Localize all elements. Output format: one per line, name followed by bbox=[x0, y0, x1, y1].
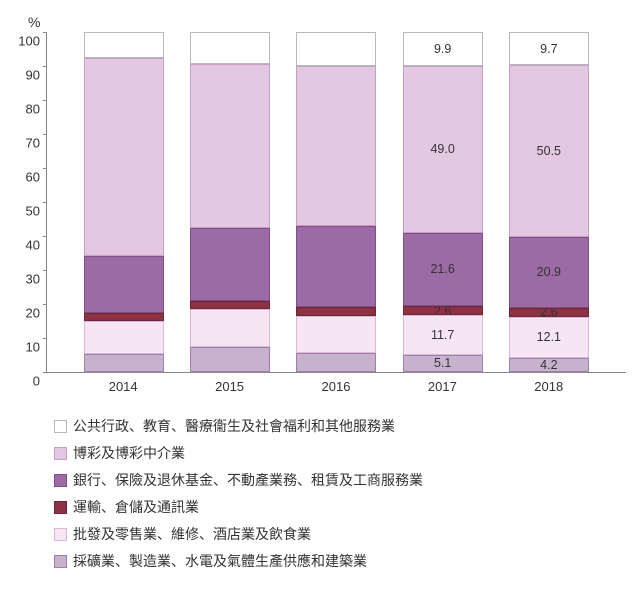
bar-segment: 2.6 bbox=[403, 306, 483, 315]
bar: 4.212.12.620.950.59.7 bbox=[509, 32, 589, 372]
legend-item: 博彩及博彩中介業 bbox=[54, 443, 626, 463]
bar-segment: 11.7 bbox=[403, 315, 483, 355]
bar: 5.111.72.621.649.09.9 bbox=[403, 32, 483, 372]
legend-item: 銀行、保險及退休基金、不動產業務、租賃及工商服務業 bbox=[54, 470, 626, 490]
bar-segment bbox=[296, 32, 376, 66]
bar-segment bbox=[84, 58, 164, 257]
x-tick-label: 2016 bbox=[296, 373, 376, 394]
legend-item: 運輸、倉儲及通訊業 bbox=[54, 497, 626, 517]
bar-segment bbox=[296, 226, 376, 308]
legend-swatch bbox=[54, 528, 67, 541]
plot-area: 5.111.72.621.649.09.94.212.12.620.950.59… bbox=[46, 32, 626, 373]
x-tick-label: 2014 bbox=[83, 373, 163, 394]
legend-label: 批發及零售業、維修、酒店業及飲食業 bbox=[73, 524, 311, 544]
bar-segment: 5.1 bbox=[403, 355, 483, 372]
stacked-bar-chart: % 0102030405060708090100 5.111.72.621.64… bbox=[6, 14, 626, 571]
bar-segment bbox=[296, 307, 376, 316]
x-tick-label: 2018 bbox=[509, 373, 589, 394]
y-tick-label: 10 bbox=[6, 340, 40, 355]
bar-segment bbox=[190, 309, 270, 346]
bar-segment: 20.9 bbox=[509, 237, 589, 308]
bar-segment: 21.6 bbox=[403, 233, 483, 306]
bar-segment bbox=[190, 64, 270, 227]
bar-segment bbox=[296, 353, 376, 372]
bar bbox=[84, 32, 164, 372]
bar-segment bbox=[84, 256, 164, 312]
legend-swatch bbox=[54, 555, 67, 568]
legend-swatch bbox=[54, 420, 67, 433]
x-tick-label: 2017 bbox=[402, 373, 482, 394]
y-tick-label: 30 bbox=[6, 272, 40, 287]
y-tick-label: 60 bbox=[6, 170, 40, 185]
legend-item: 公共行政、教育、醫療衞生及社會福利和其他服務業 bbox=[54, 416, 626, 436]
legend-swatch bbox=[54, 474, 67, 487]
y-tick-label: 80 bbox=[6, 102, 40, 117]
bar-segment bbox=[190, 32, 270, 64]
bars-container: 5.111.72.621.649.09.94.212.12.620.950.59… bbox=[47, 32, 626, 372]
legend-label: 銀行、保險及退休基金、不動產業務、租賃及工商服務業 bbox=[73, 470, 423, 490]
legend-swatch bbox=[54, 447, 67, 460]
legend-item: 批發及零售業、維修、酒店業及飲食業 bbox=[54, 524, 626, 544]
bar-segment: 50.5 bbox=[509, 65, 589, 237]
legend-item: 採礦業、製造業、水電及氣體生產供應和建築業 bbox=[54, 551, 626, 571]
bar-segment bbox=[190, 301, 270, 310]
legend-label: 運輸、倉儲及通訊業 bbox=[73, 497, 199, 517]
bar-segment: 9.9 bbox=[403, 32, 483, 66]
legend-label: 公共行政、教育、醫療衞生及社會福利和其他服務業 bbox=[73, 416, 395, 436]
bar bbox=[296, 32, 376, 372]
bar-segment bbox=[84, 32, 164, 58]
y-tick-label: 40 bbox=[6, 238, 40, 253]
bar-segment: 49.0 bbox=[403, 66, 483, 233]
y-axis-label: % bbox=[28, 14, 626, 30]
bar-segment bbox=[190, 228, 270, 301]
bar-segment bbox=[84, 313, 164, 322]
bar-segment bbox=[296, 316, 376, 353]
bar-segment: 2.6 bbox=[509, 308, 589, 317]
x-tick-label: 2015 bbox=[190, 373, 270, 394]
bar bbox=[190, 32, 270, 372]
bar-segment bbox=[84, 321, 164, 354]
y-axis: 0102030405060708090100 bbox=[6, 32, 46, 373]
bar-segment bbox=[190, 347, 270, 373]
legend: 公共行政、教育、醫療衞生及社會福利和其他服務業博彩及博彩中介業銀行、保險及退休基… bbox=[54, 416, 626, 571]
legend-swatch bbox=[54, 501, 67, 514]
y-tick-label: 70 bbox=[6, 136, 40, 151]
x-axis: 2014 2015 2016 2017 2018 bbox=[46, 373, 626, 394]
bar-segment: 9.7 bbox=[509, 32, 589, 65]
y-tick-label: 50 bbox=[6, 204, 40, 219]
y-tick-label: 20 bbox=[6, 306, 40, 321]
bar-segment bbox=[84, 354, 164, 372]
y-tick-label: 100 bbox=[6, 34, 40, 49]
bar-segment bbox=[296, 66, 376, 226]
y-tick-label: 0 bbox=[6, 374, 40, 389]
bar-segment: 12.1 bbox=[509, 317, 589, 358]
bar-segment: 4.2 bbox=[509, 358, 589, 372]
legend-label: 採礦業、製造業、水電及氣體生產供應和建築業 bbox=[73, 551, 367, 571]
y-tick-label: 90 bbox=[6, 68, 40, 83]
legend-label: 博彩及博彩中介業 bbox=[73, 443, 185, 463]
